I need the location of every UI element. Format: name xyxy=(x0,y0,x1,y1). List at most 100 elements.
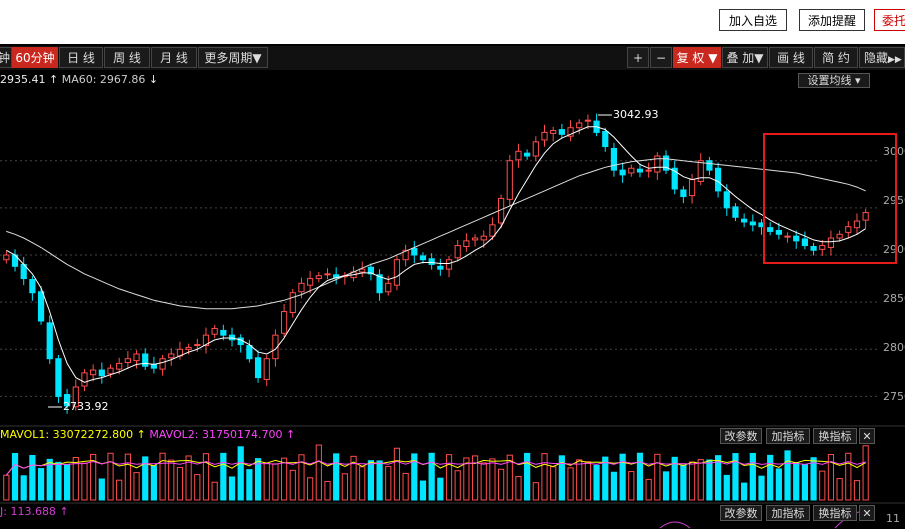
candle-body xyxy=(810,246,817,251)
tab-day[interactable]: 日 线 xyxy=(59,47,103,68)
arrow-up-icon: ↑ xyxy=(136,428,146,441)
candle-body xyxy=(246,345,253,360)
candle-body xyxy=(202,334,210,347)
tab-month[interactable]: 月 线 xyxy=(151,47,197,68)
add-watchlist-button[interactable]: 加入自选 xyxy=(719,9,787,31)
ma-info-line: 2935.41 ↑ MA60: 2967.86 ↓ xyxy=(0,73,158,89)
candle-body xyxy=(506,160,513,200)
zoom-out-button[interactable]: − xyxy=(650,47,672,68)
simple-mode-button[interactable]: 简 约 xyxy=(814,47,858,68)
candle-body xyxy=(263,358,270,380)
volume-bar xyxy=(81,462,88,501)
kdj-info: J: 113.688 ↑ xyxy=(0,505,69,521)
candle-body xyxy=(168,353,175,359)
volume-bar xyxy=(72,457,79,501)
candle-body xyxy=(333,274,340,279)
candle-body xyxy=(862,212,869,221)
volume-bar xyxy=(393,447,401,501)
candle-body xyxy=(619,169,626,176)
volume-bar xyxy=(801,463,809,501)
candle-body xyxy=(532,141,539,157)
zoom-in-button[interactable]: + xyxy=(627,47,649,68)
volume-bar xyxy=(202,453,210,501)
volume-bar xyxy=(662,471,670,501)
volume-bar xyxy=(315,444,322,501)
volume-bar xyxy=(489,458,496,501)
arrow-up-icon: ↑ xyxy=(59,505,69,518)
change-params-button[interactable]: 改参数 xyxy=(720,428,762,444)
fuquan-dropdown[interactable]: 复 权 ▼ xyxy=(673,47,721,68)
volume-bar xyxy=(237,446,244,501)
high-price-label: 3042.93 xyxy=(613,108,659,121)
y-tick-label: 2800 xyxy=(883,341,905,354)
volume-bar xyxy=(593,464,600,501)
volume-bar xyxy=(723,474,730,501)
candle-body xyxy=(376,274,383,294)
volume-bar xyxy=(793,462,800,501)
add-indicator-button[interactable]: 加指标 xyxy=(766,505,810,521)
volume-bar xyxy=(428,452,435,501)
candle-body xyxy=(836,233,843,239)
volume-bar xyxy=(168,459,175,501)
volume-bar xyxy=(680,464,687,501)
candle-body xyxy=(758,222,765,228)
switch-indicator-button[interactable]: 换指标 xyxy=(813,428,857,444)
hide-button[interactable]: 隐藏▶▶ xyxy=(859,47,905,68)
set-ma-button[interactable]: 设置均线 ▾ xyxy=(798,73,870,88)
candle-body xyxy=(307,278,314,286)
volume-bar xyxy=(810,457,817,501)
ma-short-line xyxy=(6,126,866,383)
volume-bar xyxy=(411,453,418,501)
candle-body xyxy=(819,245,826,250)
volume-bar xyxy=(90,453,97,501)
change-params-button[interactable]: 改参数 xyxy=(720,505,762,521)
volume-bar xyxy=(714,455,722,501)
entrust-button[interactable]: 委托 xyxy=(874,9,905,31)
volume-bar xyxy=(367,460,375,501)
arrow-down-icon: ↓ xyxy=(148,73,159,86)
candle-body xyxy=(159,358,166,370)
candle-body xyxy=(584,119,592,122)
volume-bar xyxy=(767,454,774,501)
close-icon[interactable]: ✕ xyxy=(859,428,875,444)
tab-60min[interactable]: 60分钟 xyxy=(12,47,58,68)
volume-bar xyxy=(176,466,184,501)
volume-bar xyxy=(150,465,158,501)
candle-body xyxy=(272,334,279,360)
candle-body xyxy=(107,367,114,375)
volume-bar xyxy=(541,453,548,501)
tab-week[interactable]: 周 线 xyxy=(104,47,150,68)
add-alert-button[interactable]: 添加提醒 xyxy=(799,9,865,31)
volume-bar xyxy=(784,450,791,501)
volume-bar xyxy=(471,455,479,501)
draw-line-button[interactable]: 画 线 xyxy=(769,47,813,68)
switch-indicator-button[interactable]: 换指标 xyxy=(813,505,857,521)
mavol1-label: MAVOL1: 33072272.800 xyxy=(0,428,134,441)
volume-bar xyxy=(341,473,348,501)
y-tick-label: 2850 xyxy=(883,292,905,305)
candle-body xyxy=(211,328,218,335)
volume-bar xyxy=(654,453,661,501)
close-icon[interactable]: ✕ xyxy=(859,505,875,521)
volume-bar xyxy=(445,454,453,501)
volume-bar xyxy=(558,455,565,501)
candle-body xyxy=(688,179,696,197)
candle-body xyxy=(185,346,192,350)
candle-body xyxy=(749,221,756,226)
volume-bar xyxy=(515,476,522,501)
volume-bar xyxy=(272,463,279,501)
candle-body xyxy=(471,237,479,241)
candle-body xyxy=(194,344,201,347)
volume-bar xyxy=(827,454,835,501)
add-indicator-button[interactable]: 加指标 xyxy=(766,428,810,444)
tab-period-cut[interactable]: 钟 xyxy=(0,47,12,68)
more-periods-dropdown[interactable]: 更多周期▼ xyxy=(198,47,268,68)
candle-body xyxy=(723,191,730,209)
volume-bar xyxy=(437,477,444,501)
overlay-dropdown[interactable]: 叠 加▼ xyxy=(722,47,768,68)
price-axis-labels: 3000 2950 2900 2850 2800 2750 xyxy=(883,145,905,403)
candle-body xyxy=(437,265,444,270)
candle-body xyxy=(298,282,305,293)
y-tick-label: 2900 xyxy=(883,243,905,256)
candle-body xyxy=(576,122,583,129)
